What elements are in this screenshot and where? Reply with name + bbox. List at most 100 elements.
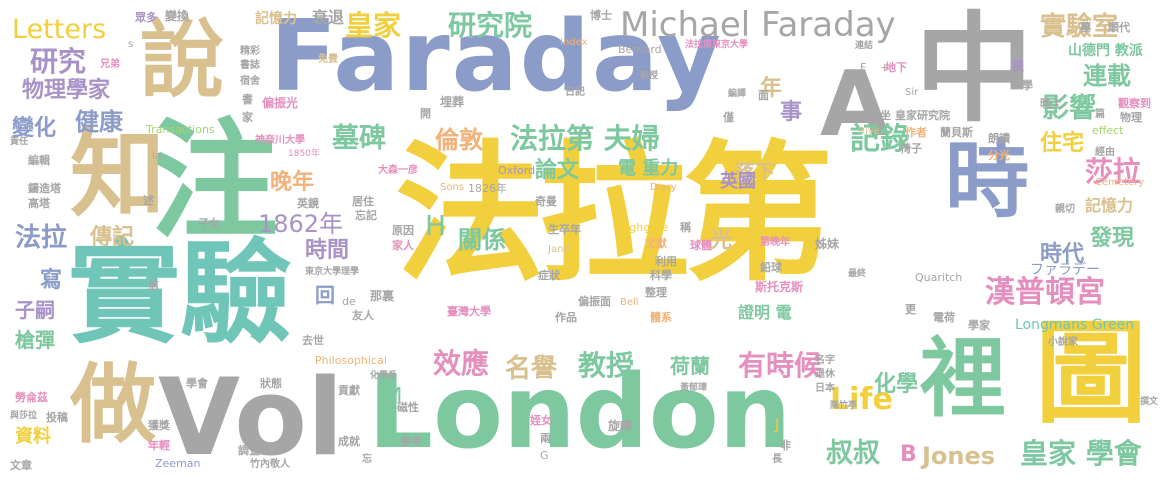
word-qiangdan: 槍彈: [15, 328, 55, 352]
word-riben: 日本: [815, 383, 835, 394]
word-shundai: 順代: [1108, 21, 1130, 34]
word-xiaoshuojia: 小說家: [1048, 337, 1078, 348]
word-xuehui: 學會: [186, 377, 208, 390]
word-london: London: [368, 353, 792, 472]
word-wuli: 物理: [1120, 111, 1142, 124]
word-chenzhuting: 陳竹亭: [830, 401, 858, 411]
word-bianji: 編輯: [28, 154, 50, 167]
word-zuopin: 作品: [555, 311, 577, 324]
word-wang: 忘: [362, 454, 372, 465]
word-jiankang: 健康: [75, 108, 123, 136]
word-highgate: Highgate: [618, 221, 669, 234]
word-chengjiu: 成就: [338, 435, 360, 448]
word-bell: Bell: [620, 297, 639, 308]
word-mianfei: 免費: [318, 54, 338, 65]
word-yanjiu: 研究: [30, 45, 87, 78]
word-yizi: 椅子: [900, 142, 922, 155]
word-wenxian: 文獻: [645, 237, 667, 250]
word-boshi: 博士: [590, 9, 612, 22]
word-1850: 1850年: [288, 149, 320, 159]
word-xiaoying: 效應: [433, 347, 490, 380]
word-mu: 墓: [1080, 21, 1091, 34]
word-la: la: [152, 149, 162, 162]
word-zhi: 知: [70, 120, 166, 230]
word-fala: 法拉: [15, 223, 68, 253]
word-diaocha: 調查: [238, 444, 260, 457]
word-zhuanji: 傳記: [90, 225, 135, 250]
word-shu2: 書: [242, 93, 253, 106]
word-rive: Rive: [858, 126, 880, 137]
word-b: B: [900, 442, 917, 467]
word-laolunzi: 勞侖茲: [15, 391, 48, 404]
word-shennaichuan: 神奈川大學: [255, 135, 305, 146]
word-lunwen: 論文: [535, 158, 580, 183]
word-pianzhenmian: 偏振面: [578, 295, 611, 308]
word-cankao: 參考: [400, 435, 422, 448]
word-xue: 學: [1022, 79, 1033, 92]
word-huaxuexi: 化學系: [370, 371, 398, 381]
word-cixing: 磁性: [397, 401, 419, 414]
word-tixi: 體系: [650, 311, 672, 324]
word-jin: 僅: [723, 111, 734, 124]
word-nianqing: 年輕: [148, 439, 170, 452]
word-shiyan: 實驗: [68, 229, 292, 359]
word-jones: Jones: [922, 442, 996, 470]
word-qinqie: 親切: [1055, 204, 1075, 215]
word-gaota: 高塔: [28, 197, 50, 210]
word-yushala: 與莎拉: [10, 411, 38, 421]
word-lanbeisi: 蘭貝斯: [940, 126, 973, 139]
word-life: Life: [830, 382, 893, 417]
word-zhengli: 整理: [645, 286, 667, 299]
word-zeren: 責任: [10, 137, 29, 147]
word-zhuzhai: 住宅: [1040, 131, 1085, 156]
word-bianhuan: 變換: [165, 9, 190, 23]
word-youshihou: 有時候: [738, 349, 823, 382]
word-michael-faraday: Michael Faraday: [620, 5, 896, 45]
word-wulixuejia: 物理學家: [22, 78, 111, 103]
word-1862: 1862年: [258, 210, 344, 238]
word-wenzhang: 文章: [10, 459, 32, 472]
word-zimei: 姊妹: [815, 237, 840, 251]
word-riji: 日記: [565, 87, 585, 98]
word-chang: 長: [772, 454, 782, 465]
word-guang: 光: [710, 228, 733, 253]
word-wannian: 晚年: [270, 170, 315, 195]
word-huaxue: 化學: [874, 372, 919, 397]
word-zhongduo: 眾多: [135, 11, 157, 24]
word-xiongdi: 兄弟: [100, 59, 120, 70]
word-jiyili: 記憶力: [255, 11, 297, 27]
word-qianqiu: 鉛球: [760, 261, 782, 274]
word-li: 裡: [920, 329, 1006, 429]
word-huangjia-xuehui: 皇家 學會: [1020, 437, 1142, 470]
word-sushe: 宿舍: [240, 76, 260, 87]
word-ti: 提: [1012, 59, 1025, 73]
word-shushu: 叔叔: [826, 438, 880, 469]
word-dixia: 地下: [885, 61, 907, 74]
word-sir: Sir: [905, 87, 919, 98]
word-tougao: 投稿: [46, 411, 68, 424]
word-index: Index: [560, 37, 588, 48]
word-diary: Diary: [650, 182, 677, 193]
word-shidai: 時代: [1040, 242, 1085, 267]
word-bianhua: 變化: [12, 116, 57, 141]
word-mingyu: 名譽: [505, 354, 558, 384]
word-transactions: Transactions: [146, 123, 215, 136]
word-oxford: Oxford: [498, 164, 536, 177]
word-dongjing-daxue: 東京大學理學: [305, 267, 360, 277]
word-yingguo: 英國: [720, 171, 756, 192]
word-geng: 更: [905, 303, 916, 316]
word-lianjie: 連結: [855, 41, 874, 51]
word-situokesi: 斯托克斯: [755, 280, 804, 294]
word-effect: effect: [1092, 124, 1124, 137]
word-huangjia: 皇家: [345, 9, 402, 42]
word-zinv: 子女: [198, 217, 220, 230]
word-dasen-yiyan: 大森一彦: [378, 165, 418, 176]
word-zhengming-dian: 證明 電: [738, 303, 792, 322]
word-hanpudungong: 漢普頓宮: [985, 275, 1105, 310]
word-youren: 友人: [352, 309, 374, 322]
word-diwannian: 第晚年: [760, 237, 790, 248]
word-mian: 面: [758, 89, 769, 102]
word-maizang: 埋葬: [440, 95, 465, 109]
word-faraday-jp: ファラデー: [1030, 262, 1100, 278]
word-zhong: 中: [915, 0, 1034, 138]
